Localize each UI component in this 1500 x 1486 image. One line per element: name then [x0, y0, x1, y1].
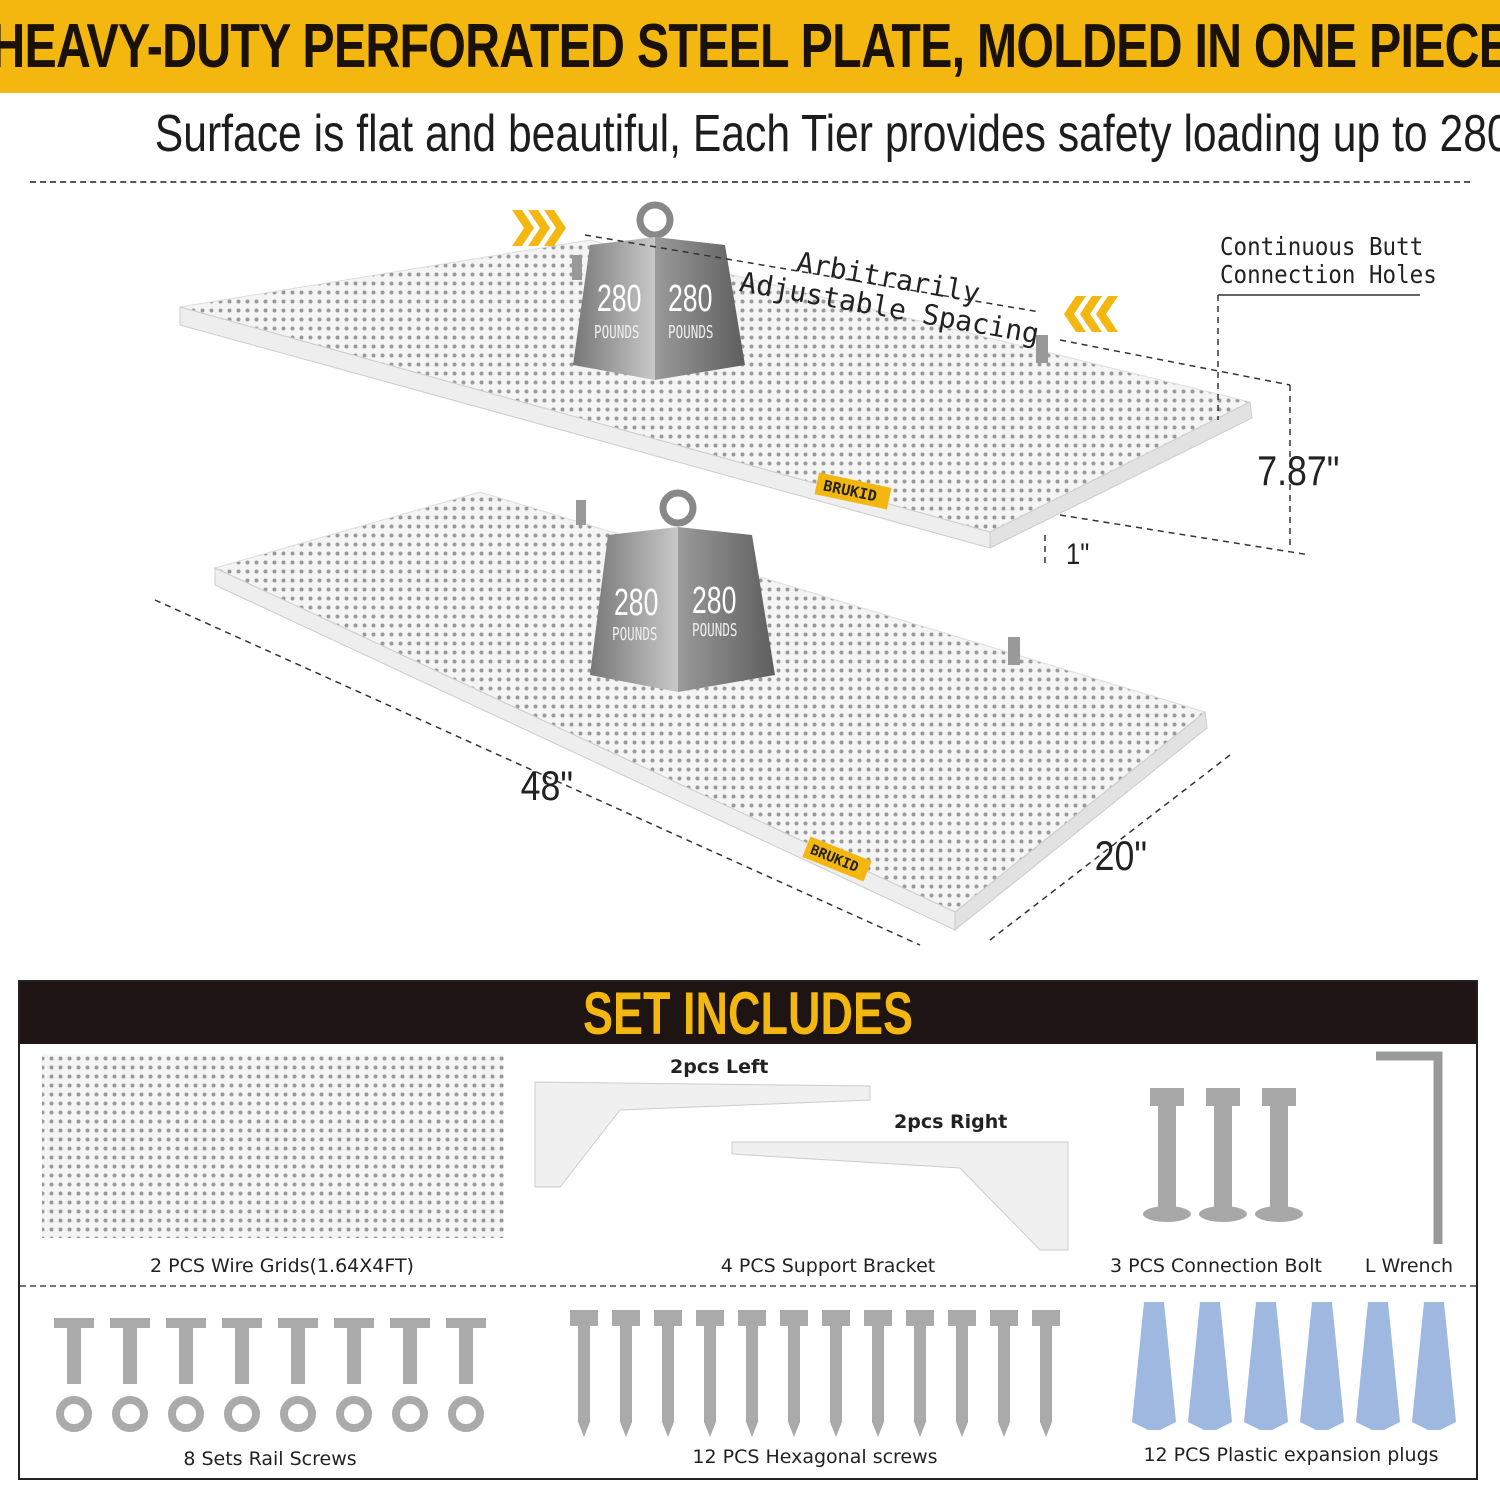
subtitle: Surface is flat and beautiful, Each Tier…	[0, 104, 1500, 164]
holes-label-line1: Continuous Butt	[1220, 232, 1424, 261]
wall-plug-icon	[1356, 1302, 1400, 1430]
weight-value: 280	[692, 580, 737, 622]
hex-screw-icon	[612, 1310, 640, 1437]
chevron-left-icon	[1064, 296, 1118, 332]
wall-plug-icon	[1300, 1302, 1344, 1430]
hex-screw-icon	[948, 1310, 976, 1437]
depth-dimension: 20"	[1094, 832, 1148, 879]
dimension-lines	[154, 234, 1420, 946]
hex-screw-icons	[570, 1310, 1060, 1437]
parts-illustrations	[42, 1051, 1456, 1437]
weight-unit: POUNDS	[594, 322, 640, 343]
hex-screw-icon	[906, 1310, 934, 1437]
set-includes-panel: SET INCLUDES 2pcs Left 2pcs Right 2 PCS …	[18, 980, 1478, 1480]
caption-l-wrench: L Wrench	[1364, 1255, 1454, 1277]
bolt-icons	[1143, 1088, 1303, 1222]
hex-screw-icon	[864, 1310, 892, 1437]
hex-screw-icon	[654, 1310, 682, 1437]
height-dimension: 7.87"	[1257, 447, 1340, 494]
hex-key-icon	[1376, 1051, 1443, 1244]
hex-screw-icon	[696, 1310, 724, 1437]
weight-unit: POUNDS	[692, 620, 738, 641]
chevron-right-icon	[512, 210, 566, 246]
brand-tag-bottom	[802, 836, 872, 882]
hex-screw-icon	[570, 1310, 598, 1437]
shelf-diagram	[154, 201, 1420, 946]
weight-unit: POUNDS	[668, 322, 714, 343]
wall-plug-icon	[1412, 1302, 1456, 1430]
thickness-dimension: 1"	[1066, 538, 1090, 571]
hex-screw-icon	[822, 1310, 850, 1437]
bracket-right-label: 2pcs Right	[894, 1111, 1008, 1133]
rail-screw-icon	[222, 1318, 262, 1432]
weight-icon-bottom	[590, 489, 775, 692]
bottom-shelf	[213, 491, 1208, 932]
perforated-panel-icon	[42, 1054, 504, 1238]
rail-screw-icon	[54, 1318, 94, 1432]
header-banner: HEAVY-DUTY PERFORATED STEEL PLATE, MOLDE…	[0, 0, 1500, 93]
caption-expansion-plugs: 12 PCS Plastic expansion plugs	[1143, 1444, 1439, 1466]
divider	[20, 1285, 1476, 1287]
weight-icon-top	[573, 201, 745, 380]
caption-wire-grids: 2 PCS Wire Grids(1.64X4FT)	[150, 1255, 414, 1277]
holes-label-line2: Connection Holes	[1220, 260, 1437, 289]
weight-value: 280	[668, 278, 713, 320]
caption-support-bracket: 4 PCS Support Bracket	[720, 1255, 936, 1277]
caption-hex-screws: 12 PCS Hexagonal screws	[692, 1446, 938, 1468]
caption-connection-bolt: 3 PCS Connection Bolt	[1110, 1255, 1322, 1277]
rail-screw-icon	[166, 1318, 206, 1432]
hex-screw-icon	[738, 1310, 766, 1437]
wall-plug-icon	[1244, 1302, 1288, 1430]
bracket-left-label: 2pcs Left	[670, 1056, 769, 1078]
weight-unit: POUNDS	[612, 624, 658, 645]
divider	[30, 181, 1470, 183]
wall-plug-icon	[1132, 1302, 1176, 1430]
rail-screw-icon	[110, 1318, 150, 1432]
rail-screw-icon	[390, 1318, 430, 1432]
set-includes-title: SET INCLUDES	[582, 979, 914, 1047]
rail-screw-icon	[334, 1318, 374, 1432]
hex-screw-icon	[1032, 1310, 1060, 1437]
wall-plug-icon	[1188, 1302, 1232, 1430]
header-title: HEAVY-DUTY PERFORATED STEEL PLATE, MOLDE…	[0, 12, 1500, 81]
caption-rail-screws: 8 Sets Rail Screws	[183, 1448, 357, 1470]
length-dimension: 48"	[520, 762, 574, 809]
rail-screw-icon	[446, 1318, 486, 1432]
rail-screw-icons	[54, 1318, 486, 1432]
wall-plug-icons	[1132, 1302, 1456, 1430]
hex-screw-icon	[780, 1310, 808, 1437]
rail-screw-icon	[278, 1318, 318, 1432]
subtitle-text: Surface is flat and beautiful, Each Tier…	[154, 105, 1500, 163]
bracket-left-icon	[534, 1081, 871, 1188]
brand-tag-top	[814, 472, 892, 510]
top-shelf	[179, 239, 1253, 549]
weight-value: 280	[614, 582, 659, 624]
weight-value: 280	[597, 278, 642, 320]
set-includes-header: SET INCLUDES	[20, 980, 1476, 1047]
hex-screw-icon	[990, 1310, 1018, 1437]
bracket-right-icon	[731, 1141, 1069, 1251]
